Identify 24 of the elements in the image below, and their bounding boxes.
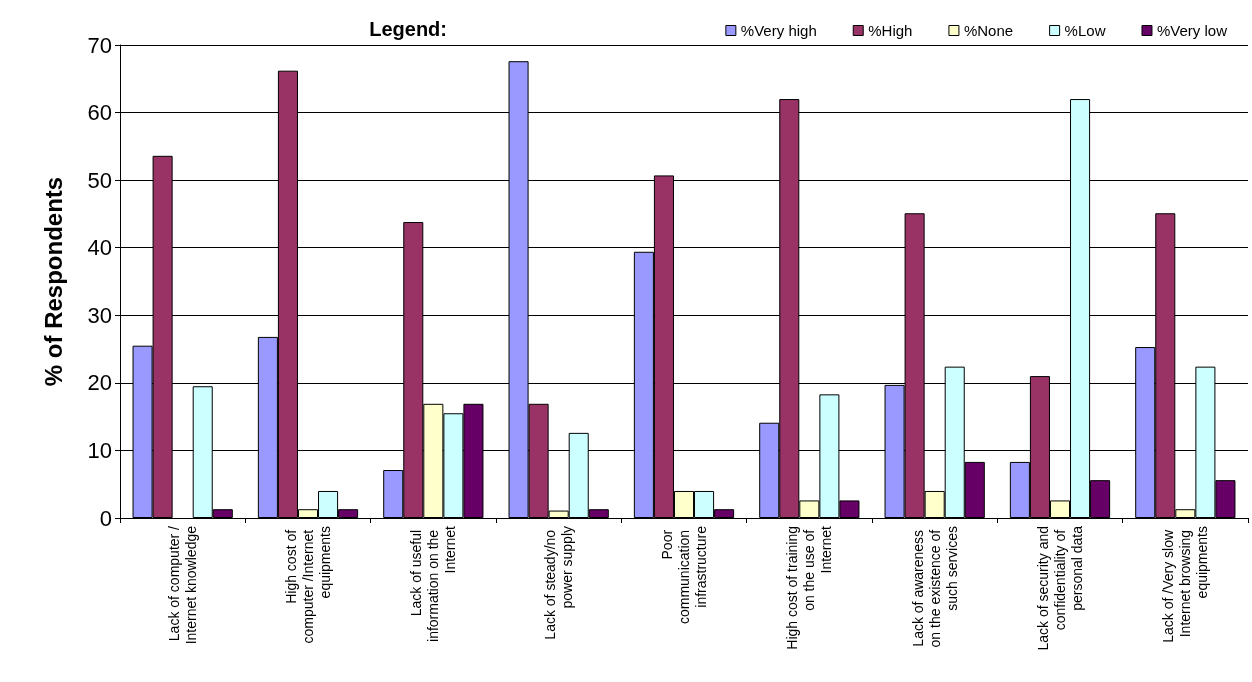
legend-label: %None: [963, 22, 1014, 39]
y-tick-label: 50: [87, 167, 112, 193]
x-tick-label: Poor communication infrastructure: [659, 525, 709, 625]
legend-label: %Very high: [740, 22, 817, 39]
y-axis-title: % of Respondents: [39, 176, 67, 387]
y-tick-label: 10: [87, 437, 112, 463]
x-tick-label: Lack of useful information on the Internet: [408, 525, 459, 642]
y-tick-label: 30: [87, 302, 112, 328]
x-tick-label: Lack of /Very slow Internet browsing equipments: [1160, 526, 1211, 643]
y-tick-label: 70: [87, 32, 112, 58]
x-tick-label: Lack of security and confidentiality of personal data: [1035, 525, 1085, 651]
x-tick-label: Lack of computer /Internet knowledge: [166, 525, 200, 645]
y-tick-label: 60: [87, 100, 112, 126]
x-tick-label: High cost of training on the use of Internet: [784, 525, 835, 650]
x-tick-label: High cost of computer /Internet equipments: [283, 526, 333, 644]
y-tick-label: 40: [87, 235, 112, 261]
legend-label: %Very low: [1156, 22, 1228, 39]
legend-label: %High: [868, 22, 913, 39]
legend-label: %Low: [1064, 22, 1106, 39]
y-tick-label: 20: [87, 370, 112, 396]
x-tick-label: Lack of steady/no power supply: [542, 526, 576, 640]
y-tick-label: 0: [99, 505, 112, 531]
legend-title: Legend:: [369, 18, 448, 40]
x-tick-label: Lack of awareness on the existence of such services: [909, 526, 960, 648]
